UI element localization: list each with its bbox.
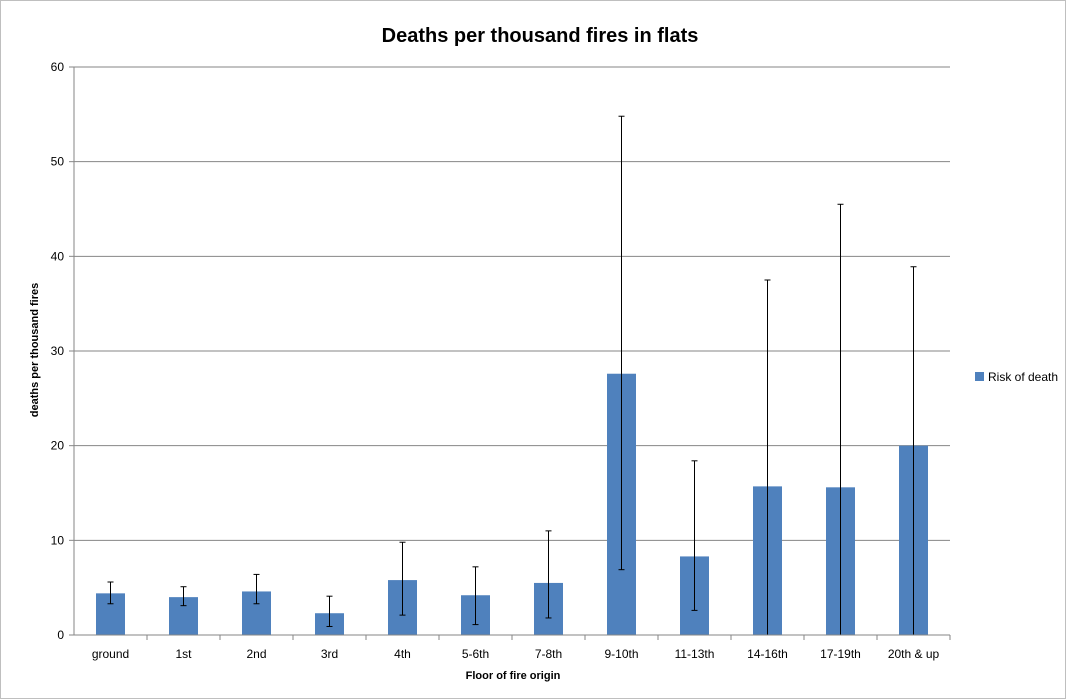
x-tick-label: 7-8th [535, 647, 562, 661]
x-tick-label: 9-10th [604, 647, 638, 661]
legend-swatch [975, 372, 984, 381]
gridlines [74, 66, 950, 541]
x-tick-label: 14-16th [747, 647, 788, 661]
y-tick-label: 0 [57, 628, 64, 642]
y-axis-ticks: 0 10 20 30 40 50 60 [51, 60, 74, 642]
x-tick-label: 3rd [321, 647, 338, 661]
x-tick-label: 11-13th [675, 647, 715, 661]
y-tick-label: 10 [51, 533, 65, 547]
x-tick-label: 2nd [246, 647, 266, 661]
bars [96, 373, 928, 635]
y-tick-label: 20 [51, 439, 65, 453]
y-tick-label: 30 [51, 344, 65, 358]
chart-title: Deaths per thousand fires in flats [382, 25, 699, 47]
y-tick-label: 50 [51, 155, 65, 169]
x-axis-title: Floor of fire origin [466, 670, 561, 682]
y-axis-title: deaths per thousand fires [29, 283, 41, 417]
x-tick-label: 1st [175, 647, 192, 661]
x-tick-label: 4th [394, 647, 411, 661]
x-tick-label: 5-6th [462, 647, 489, 661]
legend: Risk of death [975, 370, 1058, 384]
legend-label: Risk of death [988, 370, 1058, 384]
error-bars [107, 115, 917, 635]
x-axis-ticks: ground 1st 2nd 3rd 4th 5-6th 7-8th 9-10th 11-13t… [92, 635, 951, 661]
y-tick-label: 40 [51, 249, 65, 263]
y-tick-label: 60 [51, 60, 65, 74]
x-tick-label: 20th & up [888, 647, 940, 661]
x-tick-label: 17-19th [820, 647, 861, 661]
x-tick-label: ground [92, 647, 129, 661]
